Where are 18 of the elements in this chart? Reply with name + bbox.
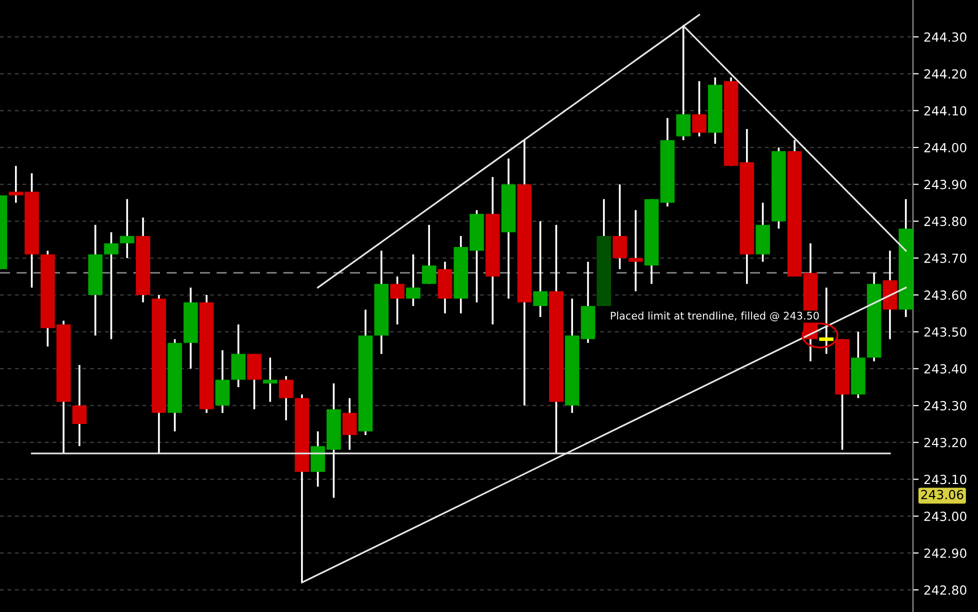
y-tick-label: 243.50 xyxy=(924,327,966,337)
y-tick-label: 244.10 xyxy=(924,106,966,116)
y-tick-label: 242.90 xyxy=(924,548,966,558)
y-tick-label: 243.20 xyxy=(924,438,966,448)
y-tick-label: 243.30 xyxy=(924,401,966,410)
y-tick-label: 243.90 xyxy=(924,180,966,190)
y-tick-label: 244.30 xyxy=(924,32,966,42)
text: 243.06 xyxy=(921,490,964,500)
y-tick-label: 243.80 xyxy=(924,216,966,226)
y-tick-label: 243.70 xyxy=(924,254,966,263)
y-tick-label: 243.60 xyxy=(924,290,966,300)
y-tick-label: 243.00 xyxy=(924,512,966,522)
y-tick-label: 244.00 xyxy=(924,142,966,152)
y-tick-label: 242.80 xyxy=(924,585,966,595)
y-tick-label: 243.10 xyxy=(924,474,966,484)
y-tick-label: 244.20 xyxy=(924,69,966,79)
annotation: Placed limit at trendline, filled @ 243.50 xyxy=(610,312,819,322)
y-tick-label: 243.40 xyxy=(924,364,966,374)
